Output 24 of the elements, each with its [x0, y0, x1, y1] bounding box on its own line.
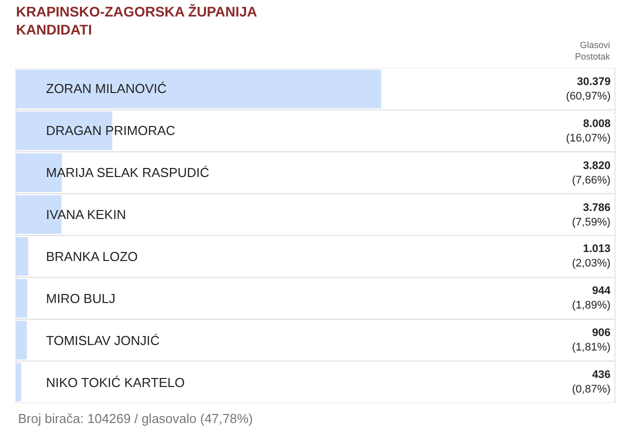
data-label: 436 (0,87%)	[572, 369, 611, 396]
data-label: 30.379 (60,97%)	[566, 76, 611, 102]
y-tick-label: ZORAN MILANOVIĆ	[46, 81, 167, 96]
text: Broj birača: 104269 / glasovalo (47,78%)	[18, 411, 253, 426]
y-tick-label: MIRO BULJ	[46, 291, 116, 306]
bar	[16, 237, 28, 276]
data-label: 1.013 (2,03%)	[572, 243, 611, 270]
y-tick-label: MARIJA SELAK RASPUDIĆ	[46, 165, 210, 180]
chart-title: KRAPINSKO-ZAGORSKA ŽUPANIJA KANDIDATI	[16, 3, 258, 38]
data-label: 3.820 (7,66%)	[572, 160, 611, 186]
data-label: 944 (1,89%)	[572, 285, 612, 312]
y-tick-label: NIKO TOKIĆ KARTELO	[46, 375, 185, 390]
bar	[16, 279, 28, 318]
data-label: 8.008 (16,07%)	[566, 118, 611, 144]
data-label: 906 (1,81%)	[572, 327, 611, 354]
y-tick-label: DRAGAN PRIMORAC	[46, 123, 176, 138]
text: Glasovi Postotak	[575, 40, 611, 62]
y-tick-label: BRANKA LOZO	[46, 249, 138, 264]
y-tick-label: IVANA KEKIN	[46, 207, 126, 222]
bar	[16, 70, 382, 108]
y-tick-label: TOMISLAV JONJIĆ	[46, 333, 160, 348]
data-label: 3.786 (7,59%)	[572, 202, 611, 228]
bar	[16, 362, 22, 402]
bar	[16, 320, 27, 360]
